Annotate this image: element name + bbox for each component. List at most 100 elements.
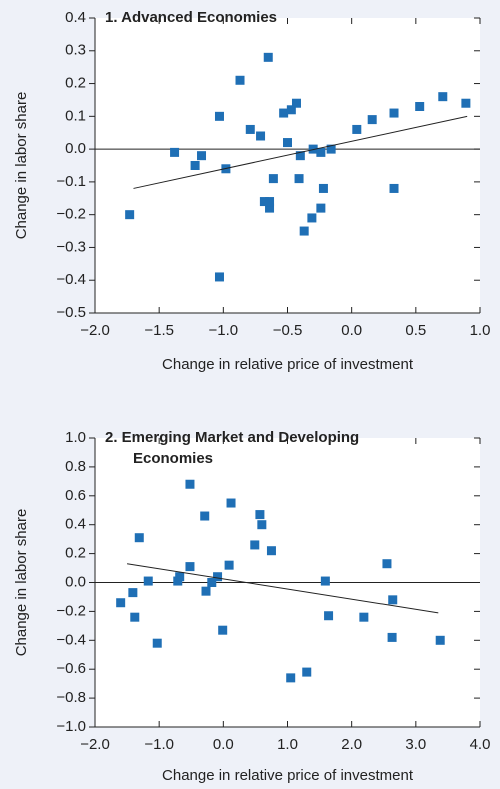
point xyxy=(256,131,266,141)
plot-area xyxy=(95,18,480,313)
point xyxy=(128,588,138,598)
y-axis-label: Change in labor share xyxy=(13,92,30,240)
chart-title: Economies xyxy=(133,450,213,467)
point xyxy=(152,638,162,648)
point xyxy=(175,572,185,582)
y-tick-label: 0.1 xyxy=(65,107,86,124)
x-tick-label: 1.0 xyxy=(277,736,298,753)
point xyxy=(382,559,392,569)
point xyxy=(255,510,265,520)
point xyxy=(318,183,328,193)
point xyxy=(218,625,228,635)
point xyxy=(283,138,292,148)
x-tick-label: 4.0 xyxy=(470,736,491,753)
point xyxy=(286,105,296,115)
y-tick-label: 0.0 xyxy=(65,140,86,157)
x-tick-label: −0.5 xyxy=(273,322,303,339)
point xyxy=(279,108,289,118)
y-tick-label: −0.3 xyxy=(56,238,86,255)
y-tick-label: 0.2 xyxy=(65,545,86,562)
point xyxy=(316,147,326,157)
y-tick-label: −0.6 xyxy=(56,660,86,677)
y-tick-label: −0.4 xyxy=(56,631,86,648)
point xyxy=(214,272,224,282)
point xyxy=(294,174,304,184)
point xyxy=(265,197,275,207)
x-axis-label: Change in relative price of investment xyxy=(162,767,414,784)
y-tick-label: −0.2 xyxy=(56,602,86,619)
x-tick-label: 0.0 xyxy=(213,736,234,753)
point xyxy=(235,75,245,85)
point xyxy=(257,520,267,530)
point xyxy=(245,124,255,134)
y-tick-label: 1.0 xyxy=(65,429,86,446)
y-tick-label: −0.8 xyxy=(56,689,86,706)
point xyxy=(387,632,397,642)
point xyxy=(207,578,217,587)
point xyxy=(130,612,140,622)
point xyxy=(389,183,399,193)
x-tick-label: −1.0 xyxy=(144,736,174,753)
y-tick-label: 0.4 xyxy=(65,9,86,26)
point xyxy=(299,226,309,236)
point xyxy=(286,673,296,683)
x-tick-label: 1.0 xyxy=(470,322,491,339)
point xyxy=(367,115,377,125)
point xyxy=(214,111,224,121)
y-tick-label: −0.1 xyxy=(56,173,86,190)
x-tick-label: −1.0 xyxy=(209,322,239,339)
point xyxy=(224,560,234,570)
y-tick-label: 0.8 xyxy=(65,458,86,475)
x-tick-label: 3.0 xyxy=(405,736,426,753)
point xyxy=(125,210,135,220)
point xyxy=(324,611,334,621)
point xyxy=(185,562,195,572)
y-tick-label: 0.6 xyxy=(65,487,86,504)
x-tick-label: 0.0 xyxy=(341,322,362,339)
point xyxy=(200,511,210,521)
y-tick-label: −1.0 xyxy=(56,718,86,735)
point xyxy=(268,174,278,184)
y-tick-label: 0.3 xyxy=(65,42,86,59)
point xyxy=(388,595,398,605)
x-tick-label: 0.5 xyxy=(405,322,426,339)
point xyxy=(226,498,236,508)
point xyxy=(316,203,326,213)
point xyxy=(259,197,269,207)
y-tick-label: 0.2 xyxy=(65,75,86,92)
point xyxy=(461,98,471,108)
point xyxy=(352,124,362,134)
x-tick-label: −2.0 xyxy=(80,322,110,339)
point xyxy=(143,576,153,586)
x-tick-label: −1.5 xyxy=(144,322,174,339)
y-tick-label: −0.4 xyxy=(56,271,86,288)
y-axis-label: Change in labor share xyxy=(13,509,30,657)
y-tick-label: −0.5 xyxy=(56,304,86,321)
point xyxy=(134,533,144,543)
point xyxy=(190,161,200,170)
trend-line xyxy=(127,563,439,614)
point xyxy=(185,479,195,489)
y-tick-label: −0.2 xyxy=(56,206,86,223)
point xyxy=(197,151,207,161)
x-tick-label: 2.0 xyxy=(341,736,362,753)
point xyxy=(263,52,273,62)
point xyxy=(213,572,223,582)
point xyxy=(326,144,336,154)
point xyxy=(359,612,369,622)
point xyxy=(320,576,330,586)
point xyxy=(266,546,276,556)
x-tick-label: −2.0 xyxy=(80,736,110,753)
point xyxy=(265,203,275,213)
y-tick-label: 0.0 xyxy=(65,573,86,590)
point xyxy=(250,540,260,550)
x-axis-label: Change in relative price of investment xyxy=(162,356,414,373)
point xyxy=(438,92,448,102)
point xyxy=(116,598,126,608)
point xyxy=(302,667,312,677)
point xyxy=(291,98,301,108)
chart-title: 1. Advanced Economies xyxy=(105,9,277,26)
chart-title: 2. Emerging Market and Developing xyxy=(105,429,359,446)
point xyxy=(435,635,445,645)
